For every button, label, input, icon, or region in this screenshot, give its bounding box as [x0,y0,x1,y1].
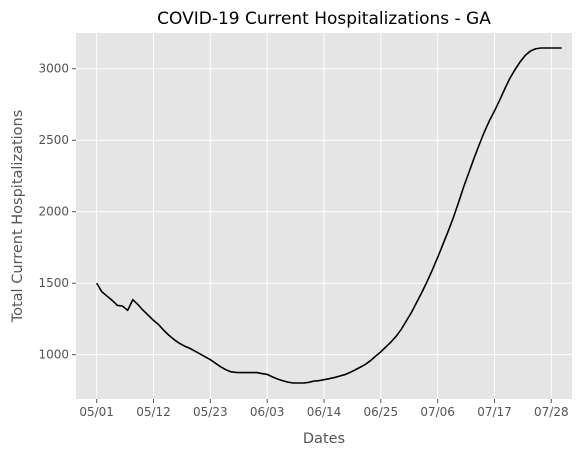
x-axis-label: Dates [303,431,345,447]
y-tick-label: 2500 [38,133,69,147]
y-axis-ticks: 1000 1500 2000 2500 3000 [38,62,76,362]
y-tick-label: 2000 [38,205,69,219]
y-tick-label: 3000 [38,62,69,76]
y-axis-label: Total Current Hospitalizations [10,110,26,324]
x-tick-label: 06/03 [250,405,285,419]
x-tick-label: 06/25 [364,405,399,419]
y-tick-label: 1500 [38,276,69,290]
x-tick-label: 07/06 [420,405,455,419]
x-tick-label: 05/01 [79,405,114,419]
x-tick-label: 07/28 [534,405,569,419]
y-tick-label: 1000 [38,348,69,362]
chart-title: COVID-19 Current Hospitalizations - GA [157,9,491,29]
data-line-group [95,47,562,384]
x-tick-label: 07/17 [477,405,512,419]
x-tick-label: 05/23 [193,405,228,419]
hospitalizations-line [95,47,562,384]
x-axis-ticks: 05/01 05/12 05/23 06/03 06/14 06/25 07/06 07/17… [79,399,569,419]
x-tick-label: 06/14 [307,405,342,419]
x-tick-label: 05/12 [136,405,171,419]
grid-lines [76,33,572,399]
